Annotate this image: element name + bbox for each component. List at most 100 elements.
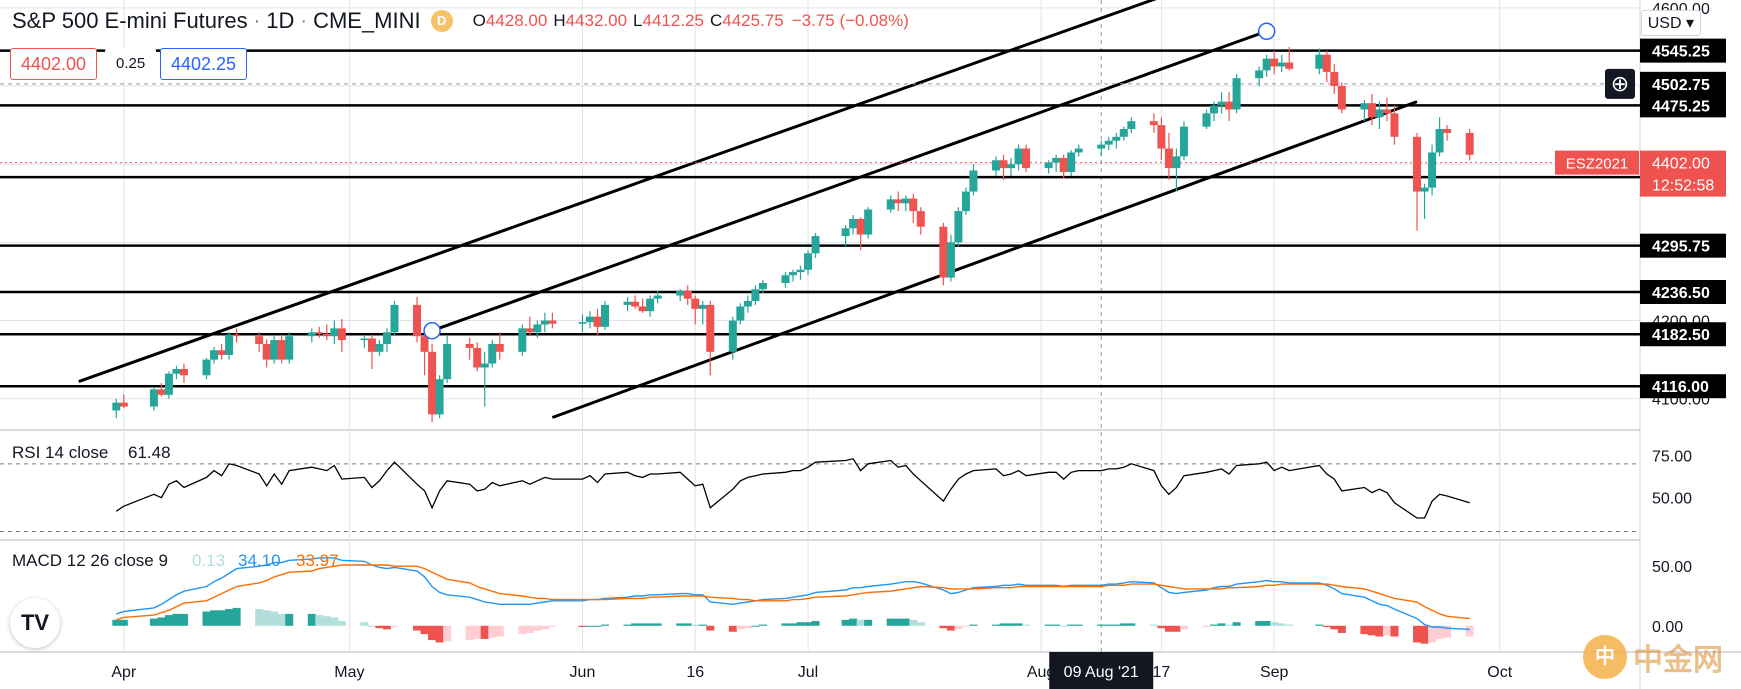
- macd-histogram-bar: [623, 624, 632, 626]
- candle-body: [157, 389, 166, 395]
- trend-line: [78, 0, 1157, 383]
- candle-body: [1104, 140, 1113, 145]
- macd-histogram-bar: [751, 625, 760, 627]
- symbol-title[interactable]: S&P 500 E-mini Futures: [12, 8, 248, 33]
- macd-histogram-bar: [961, 625, 970, 627]
- candle-body: [1330, 71, 1339, 86]
- candle-body: [480, 363, 489, 368]
- macd-histogram-bar: [894, 618, 903, 626]
- currency-selector[interactable]: USD ▾: [1640, 10, 1701, 36]
- macd-histogram-bar: [315, 615, 324, 626]
- candle-body: [939, 226, 948, 278]
- x-tick-label: May: [334, 664, 364, 681]
- macd-histogram-bar: [307, 613, 316, 626]
- macd-histogram-bar: [1315, 624, 1324, 626]
- open-value: 4428.00: [485, 11, 548, 30]
- candle-body: [164, 373, 173, 395]
- macd-histogram-bar: [1059, 625, 1068, 627]
- candle-body: [525, 328, 534, 333]
- macd-histogram-bar: [157, 617, 166, 626]
- open-label: O: [472, 11, 486, 30]
- candle-body: [225, 334, 234, 355]
- macd-histogram-bar: [788, 623, 797, 626]
- level-label-bg: [1640, 280, 1726, 305]
- x-tick-label: 16: [686, 664, 704, 681]
- candle-body: [277, 340, 286, 360]
- macd-histogram-bar: [337, 621, 346, 626]
- candle-body: [390, 304, 399, 333]
- candle-body: [1285, 62, 1294, 69]
- trend-lines: [78, 0, 1418, 419]
- macd-histogram-bar: [1119, 623, 1128, 626]
- macd-histogram-bar: [856, 619, 865, 626]
- candle-body: [909, 198, 918, 212]
- macd-histogram-bar: [1465, 625, 1474, 637]
- macd-histogram-bar: [736, 625, 745, 630]
- candle-body: [631, 301, 640, 307]
- macd-histogram-bar: [909, 619, 918, 626]
- candle-body: [864, 209, 873, 235]
- candles: [112, 46, 1474, 423]
- candle-body: [1149, 121, 1158, 126]
- macd-histogram-bar: [488, 625, 497, 638]
- buy-button[interactable]: 4402.25: [160, 48, 248, 80]
- delayed-data-icon[interactable]: D: [430, 10, 453, 32]
- macd-histogram-bar: [277, 613, 286, 626]
- level-label: 4182.50: [1652, 327, 1710, 344]
- price-axis: 4100.004200.004300.004400.004500.004600.…: [1555, 1, 1726, 636]
- candle-body: [954, 211, 963, 243]
- macd-histogram-bar: [1375, 625, 1384, 637]
- interval-label[interactable]: 1D: [266, 8, 295, 33]
- candle-body: [886, 199, 895, 210]
- spread-value: 0.25: [105, 48, 157, 80]
- macd-histogram-bar: [691, 624, 700, 626]
- macd-histogram-bar: [1157, 625, 1166, 629]
- macd-histogram-bar: [1255, 621, 1264, 626]
- macd-histogram-bar: [255, 609, 264, 626]
- macd-histogram-bar: [1067, 624, 1076, 626]
- macd-histogram-bar: [533, 625, 542, 631]
- macd-histogram-bar: [1360, 625, 1369, 635]
- macd-histogram-bar: [1097, 624, 1106, 626]
- candle-body: [758, 283, 767, 290]
- currency-label: USD: [1647, 15, 1682, 32]
- symbol-tag-bg: [1555, 150, 1639, 175]
- candle-body: [1172, 156, 1181, 169]
- x-tick-label: Aug: [1027, 664, 1055, 681]
- macd-histogram-bar: [1179, 625, 1188, 630]
- candle-body: [1007, 164, 1016, 169]
- change-value: −3.75 (−0.08%): [791, 11, 909, 30]
- macd-tick-label: 50.00: [1652, 559, 1692, 576]
- candle-body: [1435, 129, 1444, 153]
- candle-body: [210, 350, 219, 360]
- macd-histogram-bar: [939, 625, 948, 629]
- candle-body: [375, 344, 384, 352]
- macd-histogram-bar: [1322, 625, 1331, 627]
- candle-body: [428, 351, 437, 415]
- macd-histogram-bar: [202, 611, 211, 626]
- macd-histogram-bar: [1149, 624, 1158, 626]
- candle-body: [646, 298, 655, 312]
- time-axis: Apr May Jun 16 Jul Aug 17 Sep Oct 09 Aug '21: [111, 652, 1513, 689]
- macd-histogram-bar: [179, 613, 188, 626]
- candle-body: [991, 160, 1000, 171]
- candle-body: [585, 316, 594, 323]
- candle-body: [1375, 109, 1384, 118]
- tradingview-logo-icon[interactable]: TV: [10, 598, 60, 648]
- macd-histogram-bar: [322, 616, 331, 626]
- watermark: 中 中金网: [1583, 635, 1723, 679]
- macd-histogram-bar: [901, 618, 910, 626]
- signal-line: [116, 564, 1470, 621]
- symbol-tag: ESZ2021: [1566, 156, 1629, 173]
- candle-body: [593, 316, 602, 327]
- candle-body: [1210, 105, 1219, 114]
- candle-body: [961, 191, 970, 212]
- macd-histogram-bar: [382, 625, 391, 630]
- candle-body: [1097, 144, 1106, 149]
- sell-button[interactable]: 4402.00: [10, 48, 98, 80]
- macd-histogram-bar: [480, 625, 489, 639]
- level-label: 4475.25: [1652, 98, 1710, 115]
- candle-body: [217, 350, 226, 355]
- level-label: 4116.00: [1652, 379, 1709, 396]
